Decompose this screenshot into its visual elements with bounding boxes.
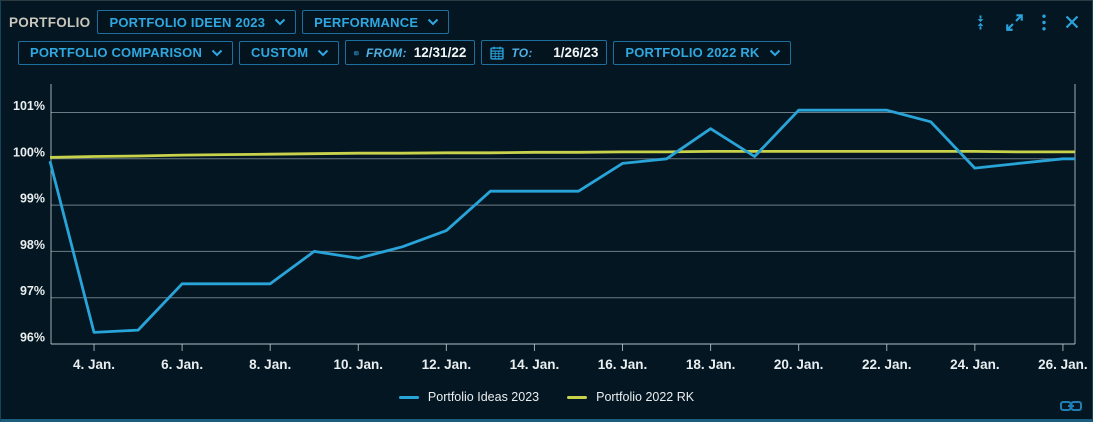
svg-text:16. Jan.: 16. Jan. (598, 357, 648, 372)
legend-item-portfolio-ideas[interactable]: Portfolio Ideas 2023 (398, 390, 540, 404)
svg-text:18. Jan.: 18. Jan. (686, 357, 736, 372)
svg-text:14. Jan.: 14. Jan. (510, 357, 560, 372)
date-to-field[interactable]: TO: 1/26/23 (481, 40, 608, 65)
calendar-icon (490, 46, 504, 60)
widget-title: PORTFOLIO (9, 14, 91, 30)
legend-swatch-blue (398, 395, 419, 399)
expand-icon[interactable] (1005, 13, 1024, 32)
comparison-dropdown-label: PORTFOLIO COMPARISON (30, 45, 203, 60)
svg-text:96%: 96% (20, 331, 45, 345)
benchmark-dropdown-label: PORTFOLIO 2022 RK (625, 45, 760, 60)
svg-text:8. Jan.: 8. Jan. (249, 357, 291, 372)
svg-text:97%: 97% (20, 284, 45, 298)
legend-swatch-yellow (567, 395, 588, 399)
legend-label: Portfolio Ideas 2023 (427, 390, 540, 404)
titlebar-actions (973, 13, 1080, 32)
chart-legend: Portfolio Ideas 2023 Portfolio 2022 RK (1, 390, 1092, 404)
svg-text:100%: 100% (13, 145, 45, 159)
view-dropdown-label: PERFORMANCE (314, 14, 419, 30)
link-chain-icon[interactable] (1060, 399, 1082, 418)
chevron-down-icon (318, 49, 329, 56)
calendar-icon (354, 50, 359, 55)
close-icon[interactable] (1064, 14, 1080, 30)
svg-text:22. Jan.: 22. Jan. (862, 357, 912, 372)
svg-text:98%: 98% (20, 238, 45, 252)
portfolio-dropdown-label: PORTFOLIO IDEEN 2023 (109, 14, 266, 30)
range-dropdown[interactable]: CUSTOM (239, 40, 340, 65)
view-dropdown[interactable]: PERFORMANCE (302, 10, 450, 34)
legend-label: Portfolio 2022 RK (596, 390, 695, 404)
comparison-dropdown[interactable]: PORTFOLIO COMPARISON (18, 40, 234, 65)
chart-toolbar: PORTFOLIO COMPARISON CUSTOM FROM: 12/31/… (18, 40, 1080, 65)
from-label: FROM: (365, 45, 407, 60)
chevron-down-icon (274, 18, 286, 26)
date-from-field[interactable]: FROM: 12/31/22 (345, 40, 476, 65)
portfolio-dropdown[interactable]: PORTFOLIO IDEEN 2023 (97, 10, 297, 34)
chevron-down-icon (769, 49, 780, 56)
kebab-menu-icon[interactable] (1041, 14, 1047, 31)
svg-text:99%: 99% (20, 192, 45, 206)
svg-text:20. Jan.: 20. Jan. (774, 357, 824, 372)
to-date-value: 1/26/23 (553, 45, 599, 60)
benchmark-dropdown[interactable]: PORTFOLIO 2022 RK (613, 40, 791, 65)
chevron-down-icon (211, 49, 223, 56)
svg-text:10. Jan.: 10. Jan. (334, 357, 384, 372)
legend-item-portfolio-2022-rk[interactable]: Portfolio 2022 RK (567, 390, 694, 404)
svg-text:26. Jan.: 26. Jan. (1038, 357, 1088, 372)
range-dropdown-label: CUSTOM (251, 45, 309, 60)
svg-text:4. Jan.: 4. Jan. (73, 357, 115, 372)
title-bar: PORTFOLIO PORTFOLIO IDEEN 2023 PERFORMAN… (9, 10, 1080, 34)
svg-text:6. Jan.: 6. Jan. (161, 357, 203, 372)
svg-text:24. Jan.: 24. Jan. (950, 357, 1000, 372)
collapse-vertical-icon[interactable] (973, 14, 988, 31)
svg-text:12. Jan.: 12. Jan. (422, 357, 472, 372)
chevron-down-icon (427, 18, 439, 26)
svg-text:101%: 101% (13, 99, 45, 113)
from-date-value: 12/31/22 (413, 45, 467, 60)
to-label: TO: (511, 45, 533, 60)
